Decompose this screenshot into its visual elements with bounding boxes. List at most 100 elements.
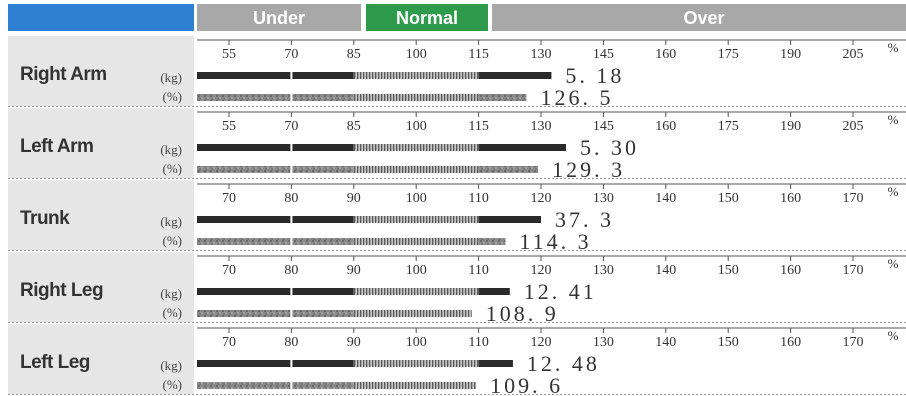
scale-tick-label: 85 <box>347 119 361 134</box>
row-left-arm: Left Arm (kg) (%) 55 70 85 100 115 130 145 160 175 1… <box>8 108 906 182</box>
percent-value: 109. 6 <box>490 373 563 396</box>
percent-bar-segment <box>353 94 479 101</box>
scale-tick-label: 115 <box>468 119 488 134</box>
scale-tick-label: 160 <box>780 263 801 278</box>
scale-tick-label: 140 <box>655 335 676 350</box>
range-segment-normal <box>366 4 488 31</box>
scale-tick-label: 145 <box>593 119 614 134</box>
scale-tick-label: 170 <box>843 191 864 206</box>
scale-tick-label: 80 <box>284 263 298 278</box>
percent-bar-segment <box>353 310 472 317</box>
percent-unit-label: (%) <box>163 89 183 104</box>
scale-tick-label: 140 <box>655 263 676 278</box>
kg-value: 5. 18 <box>565 63 624 88</box>
header-corner-block <box>8 4 194 31</box>
row-name: Right Arm <box>20 64 107 85</box>
kg-bar-segment <box>197 144 354 151</box>
scale-tick-label: 90 <box>347 191 361 206</box>
scale-tick-label: 145 <box>593 47 614 62</box>
scale-tick-label: 70 <box>284 119 298 134</box>
scale-tick-label: 130 <box>531 47 552 62</box>
percent-bar-segment <box>353 382 477 389</box>
percent-symbol: % <box>888 256 899 271</box>
percent-bar-segment <box>353 166 479 173</box>
scale-tick-label: 130 <box>531 119 552 134</box>
kg-unit-label: (kg) <box>160 142 182 157</box>
kg-bar-segment <box>197 72 354 79</box>
scale-tick-label: 110 <box>468 263 488 278</box>
row-right-arm: Right Arm (kg) (%) 55 70 85 100 115 130 145 160 175… <box>8 36 906 110</box>
kg-bar-gap <box>290 72 293 79</box>
scale-tick-label: 205 <box>843 47 864 62</box>
kg-bar-segment <box>353 288 479 295</box>
scale-tick-label: 120 <box>531 191 552 206</box>
kg-value: 12. 41 <box>524 279 597 304</box>
kg-bar-segment <box>197 288 354 295</box>
row-name: Right Leg <box>20 280 103 301</box>
kg-bar-segment <box>197 216 354 223</box>
range-segment-label-over: Over <box>683 8 724 28</box>
percent-value: 114. 3 <box>519 229 591 254</box>
kg-bar-segment <box>478 288 510 295</box>
kg-unit-label: (kg) <box>160 214 182 229</box>
scale-tick-label: 150 <box>718 191 739 206</box>
range-segment-label-normal: Normal <box>396 8 458 28</box>
row-name: Left Arm <box>20 136 93 157</box>
percent-bar-segment <box>197 238 354 245</box>
percent-symbol: % <box>888 40 899 55</box>
kg-bar-segment <box>353 72 479 79</box>
kg-bar-segment <box>478 216 541 223</box>
scale-tick-label: 55 <box>222 47 236 62</box>
scale-tick-label: 175 <box>718 119 739 134</box>
scale-tick-label: 90 <box>347 263 361 278</box>
range-segment-label-under: Under <box>253 8 305 28</box>
scale-tick-label: 170 <box>843 263 864 278</box>
row-label-panel <box>8 108 194 178</box>
kg-bar-segment <box>197 360 354 367</box>
percent-bar-segment <box>197 310 354 317</box>
kg-value: 5. 30 <box>580 135 639 160</box>
kg-unit-label: (kg) <box>160 70 182 85</box>
scale-tick-label: 160 <box>780 191 801 206</box>
scale-tick-label: 150 <box>718 335 739 350</box>
kg-bar-gap <box>290 144 293 151</box>
kg-bar-gap <box>290 288 293 295</box>
kg-bar-segment <box>478 144 566 151</box>
scale-tick-label: 80 <box>284 191 298 206</box>
row-right-leg: Right Leg (kg) (%) 70 80 90 100 110 120 130 140 150… <box>8 252 906 326</box>
percent-unit-label: (%) <box>163 377 183 392</box>
percent-value: 108. 9 <box>486 301 559 326</box>
kg-bar-gap <box>290 216 293 223</box>
scale-tick-label: 85 <box>347 47 361 62</box>
percent-bar-gap <box>290 238 293 245</box>
scale-tick-label: 100 <box>406 47 427 62</box>
percent-unit-label: (%) <box>163 161 183 176</box>
kg-bar-segment <box>353 360 479 367</box>
scale-tick-label: 110 <box>468 335 488 350</box>
scale-tick-label: 100 <box>406 119 427 134</box>
scale-tick-label: 130 <box>593 335 614 350</box>
scale-tick-label: 80 <box>284 335 298 350</box>
percent-symbol: % <box>888 328 899 343</box>
scale-tick-label: 100 <box>406 263 427 278</box>
percent-bar-segment <box>353 238 479 245</box>
kg-bar-segment <box>478 360 513 367</box>
scale-tick-label: 190 <box>780 47 801 62</box>
row-left-leg: Left Leg (kg) (%) 70 80 90 100 110 120 130 140 150 1… <box>8 324 906 396</box>
kg-bar-segment <box>353 144 479 151</box>
kg-bar-segment <box>353 216 479 223</box>
kg-unit-label: (kg) <box>160 286 182 301</box>
percent-value: 126. 5 <box>540 85 613 110</box>
kg-value: 37. 3 <box>555 207 614 232</box>
percent-symbol: % <box>888 112 899 127</box>
row-label-panel <box>8 36 194 106</box>
percent-bar-segment <box>197 166 354 173</box>
scale-tick-label: 140 <box>655 191 676 206</box>
scale-tick-label: 100 <box>406 335 427 350</box>
scale-tick-label: 90 <box>347 335 361 350</box>
scale-tick-label: 160 <box>655 47 676 62</box>
scale-tick-label: 120 <box>531 335 552 350</box>
kg-unit-label: (kg) <box>160 358 182 373</box>
percent-bar-gap <box>290 166 293 173</box>
percent-symbol: % <box>888 184 899 199</box>
